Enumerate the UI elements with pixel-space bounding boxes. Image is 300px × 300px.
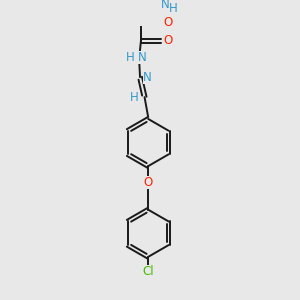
Text: O: O [144, 176, 153, 189]
Text: N: N [143, 71, 152, 84]
Text: N: N [137, 51, 146, 64]
Text: H: H [169, 2, 178, 15]
Text: N: N [161, 0, 170, 11]
Text: O: O [164, 16, 173, 29]
Text: H: H [130, 91, 139, 104]
Text: Cl: Cl [142, 265, 154, 278]
Text: H: H [126, 51, 134, 64]
Text: O: O [164, 34, 173, 47]
